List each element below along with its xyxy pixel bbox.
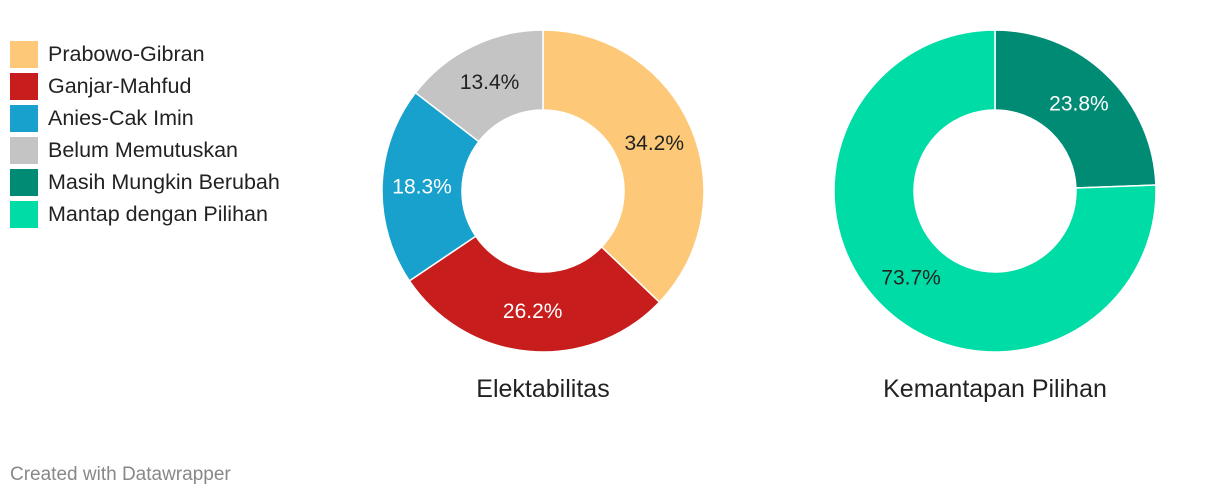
slice-prabowo-gibran xyxy=(542,29,705,304)
chart-title: Kemantapan Pilihan xyxy=(883,375,1107,403)
slice-value-label: 18.3% xyxy=(392,176,452,199)
donut-chart-elektabilitas: 34.2% 26.2% 18.3% 13.4% Elektabilitas xyxy=(381,29,705,403)
legend-swatch xyxy=(10,104,38,132)
slice-value-label: 26.2% xyxy=(503,300,563,323)
legend-label: Mantap dengan Pilihan xyxy=(48,201,268,226)
donut-chart-kemantapan-pilihan: 23.8% 73.7% Kemantapan Pilihan xyxy=(833,29,1157,403)
slice-value-label: 73.7% xyxy=(881,267,941,290)
legend-swatch xyxy=(10,168,38,196)
legend-label: Ganjar-Mahfud xyxy=(48,73,192,98)
legend-item-belum-memutuskan: Belum Memutuskan xyxy=(10,134,280,166)
slice-mantap-dengan-pilihan xyxy=(833,29,1157,353)
slice-value-label: 13.4% xyxy=(460,71,520,94)
legend-swatch xyxy=(10,200,38,228)
slice-ganjar-mahfud xyxy=(408,235,661,353)
datawrapper-credit: Created with Datawrapper xyxy=(10,464,231,485)
legend-label: Masih Mungkin Berubah xyxy=(48,169,280,194)
slice-value-label: 23.8% xyxy=(1049,92,1109,115)
legend-item-masih-mungkin-berubah: Masih Mungkin Berubah xyxy=(10,166,280,198)
legend-label: Prabowo-Gibran xyxy=(48,41,205,66)
slice-anies-cak-imin xyxy=(381,91,480,282)
legend-item-ganjar-mahfud: Ganjar-Mahfud xyxy=(10,70,280,102)
chart-title: Elektabilitas xyxy=(476,375,609,403)
legend-label: Belum Memutuskan xyxy=(48,137,238,162)
legend-swatch xyxy=(10,40,38,68)
legend-item-prabowo-gibran: Prabowo-Gibran xyxy=(10,38,280,70)
slice-belum-memutuskan xyxy=(414,29,544,143)
slice-masih-mungkin-berubah xyxy=(994,29,1157,189)
legend: Prabowo-Gibran Ganjar-Mahfud Anies-Cak I… xyxy=(10,38,280,230)
legend-swatch xyxy=(10,72,38,100)
legend-item-anies-cak-imin: Anies-Cak Imin xyxy=(10,102,280,134)
legend-swatch xyxy=(10,136,38,164)
legend-item-mantap-dengan-pilihan: Mantap dengan Pilihan xyxy=(10,198,280,230)
legend-label: Anies-Cak Imin xyxy=(48,105,194,130)
donut-charts: 34.2% 26.2% 18.3% 13.4% Elektabilitas 23.8% 73… xyxy=(381,29,1157,403)
slice-value-label: 34.2% xyxy=(624,132,684,155)
